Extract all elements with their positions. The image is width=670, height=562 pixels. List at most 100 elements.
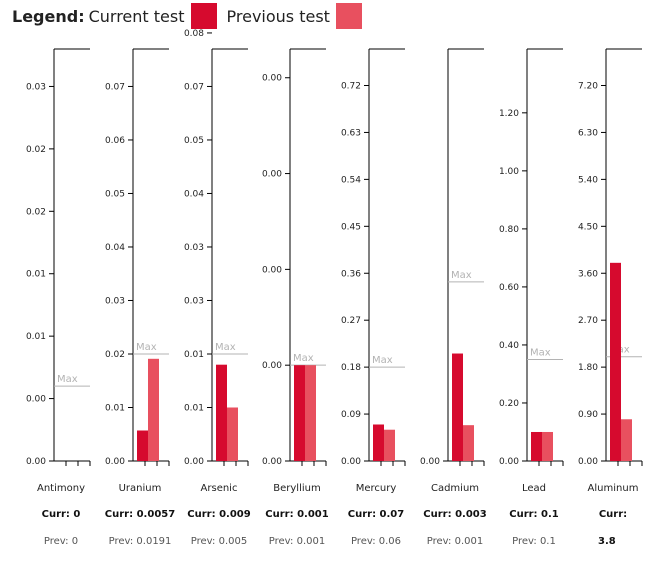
y-tick-label: 0.08 (184, 29, 204, 39)
bar-current (294, 365, 305, 461)
current-value-label: Curr: (599, 509, 627, 520)
panel-antimony: 0.00 0.00 0.01 0.01 0.02 0.02 0.03 Max Antimony C… (26, 48, 91, 547)
y-tick-label: 0.01 (184, 350, 204, 360)
panel-cadmium: 0.00 Max Cadmium Curr: 0.003 Prev: 0.001 (420, 48, 487, 547)
y-tick-label: 0.02 (105, 350, 125, 360)
y-tick-label: 4.50 (578, 222, 598, 232)
y-tick-label: 0.05 (184, 136, 204, 146)
y-tick-label: 0.02 (26, 145, 46, 155)
legend: Legend: Current test Previous test (12, 2, 372, 30)
y-tick-label: 0.18 (341, 363, 361, 373)
y-tick-label: 0.09 (341, 410, 361, 420)
y-tick-label: 0.00 (26, 395, 46, 405)
y-tick-label: 0.01 (184, 403, 204, 413)
category-label: Aluminum (588, 483, 639, 494)
y-tick-label: 0.00 (184, 457, 204, 467)
y-tick-label: 0.00 (262, 170, 282, 180)
category-label: Antimony (37, 483, 85, 494)
panel-arsenic: 0.00 0.01 0.01 0.03 0.03 0.04 0.05 0.07 0.08 Max A… (184, 29, 251, 547)
current-value-label: Curr: 0.07 (348, 509, 405, 520)
y-tick-label: 0.03 (184, 296, 204, 306)
category-label: Mercury (356, 483, 397, 494)
y-tick-label: 0.00 (262, 74, 282, 84)
previous-value-label: Prev: 0.06 (351, 536, 401, 547)
current-value-label: Curr: 0.0057 (105, 509, 175, 520)
y-tick-label: 0.00 (105, 457, 125, 467)
y-tick-label: 0.02 (26, 207, 46, 217)
y-tick-label: 1.80 (578, 363, 598, 373)
category-label: Arsenic (201, 483, 238, 494)
legend-previous-swatch (335, 3, 362, 29)
bar-current (137, 430, 148, 461)
y-tick-label: 0.00 (499, 457, 519, 467)
bar-previous (621, 419, 632, 461)
y-tick-label: 0.00 (578, 457, 598, 467)
y-tick-label: 0.63 (341, 128, 361, 138)
y-tick-label: 2.70 (578, 316, 598, 326)
y-tick-label: 0.01 (105, 403, 125, 413)
legend-title: Legend: (12, 6, 85, 26)
y-tick-label: 0.01 (26, 270, 46, 280)
previous-value-label: Prev: 0.1 (512, 536, 556, 547)
current-value-label: Curr: 0.001 (265, 509, 328, 520)
max-label: Max (136, 342, 157, 353)
legend-previous-label: Previous test (226, 6, 330, 26)
y-tick-label: 0.00 (262, 265, 282, 275)
bar-current (452, 353, 463, 461)
y-tick-label: 0.36 (341, 269, 361, 279)
y-tick-label: 0.27 (341, 316, 361, 326)
current-value-label: Curr: 0.1 (509, 509, 559, 520)
y-tick-label: 0.00 (262, 457, 282, 467)
y-tick-label: 0.00 (262, 361, 282, 371)
y-tick-label: 1.20 (499, 109, 519, 119)
y-tick-label: 0.07 (184, 82, 204, 92)
max-label: Max (530, 347, 551, 358)
previous-value-label: Prev: 0 (44, 536, 78, 547)
category-label: Lead (522, 483, 546, 494)
y-tick-label: 3.60 (578, 269, 598, 279)
y-tick-label: 6.30 (578, 128, 598, 138)
bar-previous (305, 365, 316, 461)
panel-uranium: 0.00 0.01 0.02 0.03 0.04 0.05 0.06 0.07 Max Urani… (105, 48, 175, 547)
legend-current-swatch (190, 3, 217, 29)
previous-value-label: Prev: 0.001 (269, 536, 325, 547)
y-tick-label: 0.03 (184, 243, 204, 253)
y-tick-label: 0.40 (499, 341, 519, 351)
max-label: Max (215, 342, 236, 353)
bar-previous (542, 431, 553, 461)
previous-value-label: Prev: 0.0191 (109, 536, 172, 547)
bar-current (373, 424, 384, 461)
category-label: Cadmium (431, 483, 479, 494)
max-label: Max (372, 355, 393, 366)
previous-value-label: Prev: 0.005 (191, 536, 247, 547)
y-tick-label: 0.03 (105, 296, 125, 306)
bar-previous (148, 358, 159, 461)
y-tick-label: 5.40 (578, 175, 598, 185)
y-tick-label: 0.60 (499, 283, 519, 293)
y-tick-label: 0.54 (341, 175, 361, 185)
y-tick-label: 0.00 (420, 457, 440, 467)
bar-current (216, 364, 227, 461)
y-tick-label: 0.06 (105, 136, 125, 146)
y-tick-label: 0.20 (499, 399, 519, 409)
y-tick-label: 0.03 (26, 82, 46, 92)
y-tick-label: 0.05 (105, 189, 125, 199)
y-tick-label: 0.00 (26, 457, 46, 467)
panel-mercury: 0.00 0.09 0.18 0.27 0.36 0.45 0.54 0.63 0.72 Max M… (341, 48, 406, 547)
category-label: Uranium (119, 483, 162, 494)
current-value-label-line2: 3.8 (598, 536, 616, 547)
y-tick-label: 1.00 (499, 167, 519, 177)
panel-aluminum: 0.000.901.802.703.604.505.406.307.20MaxA… (578, 48, 643, 547)
y-tick-label: 0.45 (341, 222, 361, 232)
y-tick-label: 0.80 (499, 225, 519, 235)
panel-lead: 0.00 0.20 0.40 0.60 0.80 1.00 1.20 Max Lead Curr:… (499, 48, 564, 547)
category-label: Beryllium (273, 483, 320, 494)
bar-current (610, 262, 621, 461)
y-tick-label: 0.01 (26, 332, 46, 342)
y-tick-label: 7.20 (578, 82, 598, 92)
current-value-label: Curr: 0.003 (423, 509, 486, 520)
previous-value-label: Prev: 0.001 (427, 536, 483, 547)
panel-beryllium: 0.00 0.00 0.00 0.00 0.00 Max Beryllium Curr: 0.… (262, 48, 329, 547)
y-tick-label: 0.72 (341, 82, 361, 92)
